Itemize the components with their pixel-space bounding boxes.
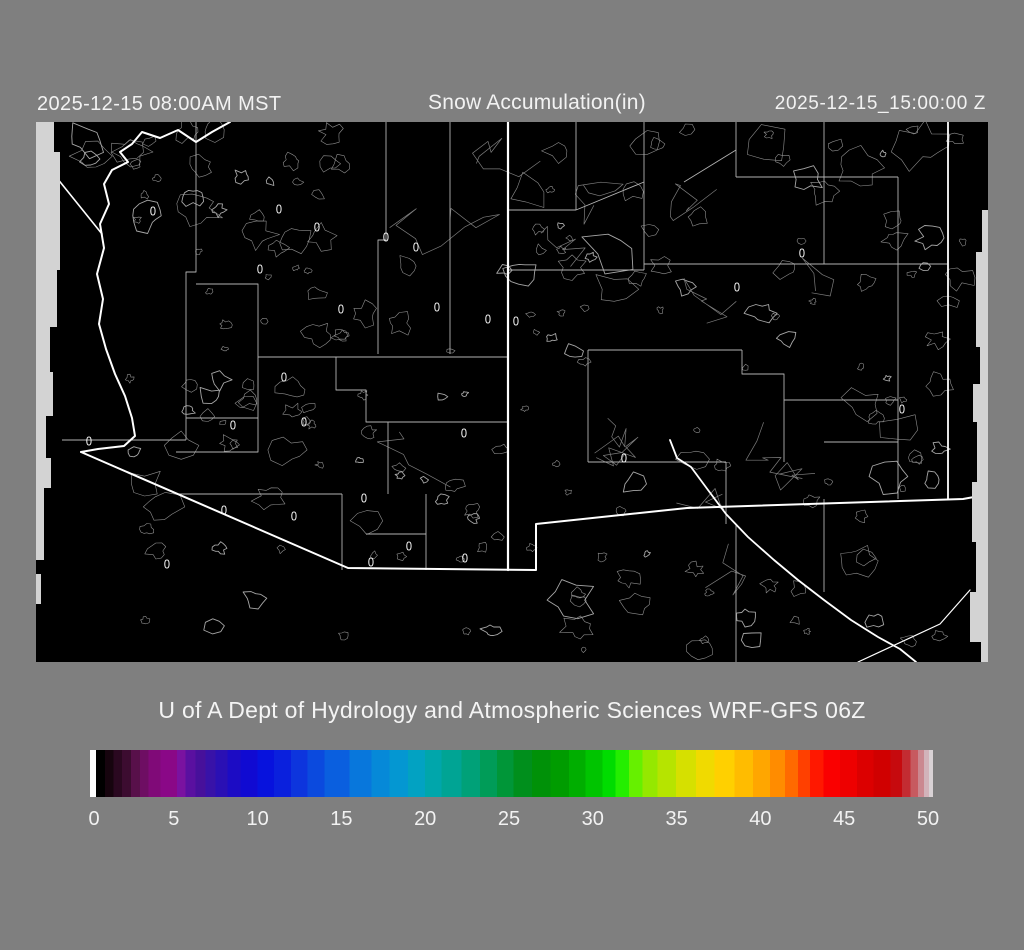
map-value-label: 0	[620, 450, 628, 466]
map-value-label: 0	[484, 311, 492, 327]
colorbar-tick-label: 40	[749, 808, 772, 830]
valid-time-local: 2025-12-15 08:00AM MST	[37, 93, 282, 115]
mexico-border	[80, 451, 975, 571]
colorbar-tick-labels: 0 5 10 15 20 25 30 35 40 45 50	[88, 808, 939, 834]
map-value-label: 0	[433, 299, 441, 315]
map-value-label: 0	[85, 433, 93, 449]
plot-title: Snow Accumulation(in)	[428, 91, 646, 114]
colorbar-tick-label: 45	[833, 808, 856, 830]
tx-corner-line	[857, 589, 971, 662]
edge-strip-left	[36, 122, 60, 560]
map-value-label: 0	[512, 313, 520, 329]
map-value-label: 0	[280, 369, 288, 385]
county-boundary-lines	[62, 122, 948, 662]
map-value-label: 0	[290, 508, 298, 524]
valid-time-utc: 2025-12-15_15:00:00 Z	[774, 93, 986, 114]
map-value-label: 0	[733, 279, 741, 295]
map-value-label: 0	[412, 239, 420, 255]
colorbar-tick-label: 25	[497, 808, 521, 830]
map-graphics	[36, 122, 988, 662]
colorbar-tick-label: 35	[665, 808, 688, 830]
edge-strip-right	[970, 210, 988, 662]
colorbar-tick-label: 5	[168, 808, 180, 830]
credit-line: U of A Dept of Hydrology and Atmospheric…	[158, 697, 866, 723]
colorbar-tick-label: 15	[330, 808, 353, 830]
map-value-label: 0	[798, 245, 806, 261]
colorbar-tick-label: 20	[414, 808, 437, 830]
map-value-label: 0	[461, 550, 469, 566]
map-value-label: 0	[405, 538, 413, 554]
map-value-label: 0	[898, 401, 906, 417]
colorbar-tick-label: 0	[88, 808, 100, 830]
rio-grande-river	[669, 439, 917, 662]
map-value-label: 0	[220, 502, 228, 518]
forecast-map: 0 0 0 0 0 0 0 0 0 0 0 0 0 0 0 0 0 0 0 0 0 0 0 0 0 0	[36, 122, 988, 662]
map-background	[36, 122, 988, 662]
map-value-label: 0	[149, 203, 157, 219]
colorbar-tick-label: 30	[581, 808, 604, 830]
edge-strip-left-lower	[36, 574, 41, 604]
map-value-label: 0	[382, 229, 390, 245]
map-value-label: 0	[360, 490, 368, 506]
map-value-label: 0	[337, 301, 345, 317]
snow-colorbar	[90, 750, 933, 797]
domain-edge-strips	[36, 122, 988, 662]
map-value-label: 0	[275, 201, 283, 217]
terrain-contour-lines	[68, 122, 976, 661]
colorbar-tick-label: 10	[246, 808, 269, 830]
map-value-label: 0	[229, 417, 237, 433]
map-value-label: 0	[256, 261, 264, 277]
colorbar-tick-label: 50	[916, 808, 940, 830]
colorado-river-border	[80, 122, 231, 453]
map-value-label: 0	[163, 556, 171, 572]
map-value-label: 0	[460, 425, 468, 441]
map-value-label: 0	[300, 414, 308, 430]
map-value-label: 0	[313, 219, 321, 235]
map-value-label: 0	[367, 554, 375, 570]
